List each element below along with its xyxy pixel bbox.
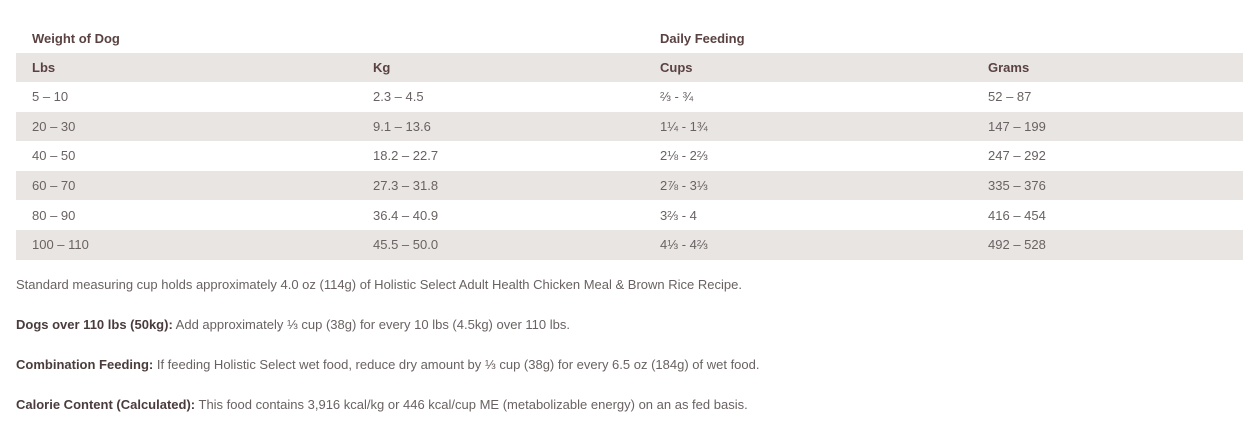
cell-lbs: 60 – 70 [16,170,357,201]
column-header-lbs: Lbs [16,53,357,82]
cell-kg: 27.3 – 31.8 [357,170,646,201]
cell-grams: 147 – 199 [973,111,1244,142]
column-header-row: Lbs Kg Cups Grams [16,53,1244,82]
note-label: Combination Feeding: [16,357,154,372]
note-label: Calorie Content (Calculated): [16,397,196,412]
cell-cups: ⅔ - ¾ [645,82,974,112]
table-row: 40 – 50 18.2 – 22.7 2⅛ - 2⅔ 247 – 292 [16,141,1244,171]
cell-kg: 9.1 – 13.6 [357,111,646,142]
note-text: If feeding Holistic Select wet food, red… [153,357,760,372]
calorie-content-note: Calorie Content (Calculated): This food … [16,396,1236,414]
cell-lbs: 5 – 10 [16,82,357,112]
cell-cups: 2⅛ - 2⅔ [645,141,974,171]
table-row: 5 – 10 2.3 – 4.5 ⅔ - ¾ 52 – 87 [16,82,1244,112]
cell-cups: 2⅞ - 3⅓ [645,170,974,201]
table-row: 80 – 90 36.4 – 40.9 3⅔ - 4 416 – 454 [16,200,1244,230]
cup-capacity-note: Standard measuring cup holds approximate… [16,277,742,292]
group-header-row: Weight of Dog Daily Feeding [16,24,1244,53]
cell-kg: 18.2 – 22.7 [357,141,646,171]
large-dog-note: Dogs over 110 lbs (50kg): Add approximat… [16,316,1236,334]
cell-lbs: 100 – 110 [16,229,357,260]
cell-kg: 2.3 – 4.5 [357,82,646,112]
column-header-cups: Cups [645,53,974,82]
cell-kg: 45.5 – 50.0 [357,229,646,260]
cell-lbs: 80 – 90 [16,200,357,230]
note-text: This food contains 3,916 kcal/kg or 446 … [195,397,748,412]
table-row: 60 – 70 27.3 – 31.8 2⅞ - 3⅓ 335 – 376 [16,170,1244,201]
cell-grams: 247 – 292 [973,141,1244,171]
table-row: 20 – 30 9.1 – 13.6 1¼ - 1¾ 147 – 199 [16,111,1244,142]
cell-grams: 335 – 376 [973,170,1244,201]
cell-grams: 416 – 454 [973,200,1244,230]
feeding-table: Weight of Dog Daily Feeding Lbs Kg Cups … [16,24,1244,260]
column-header-kg: Kg [357,53,646,82]
cell-cups: 1¼ - 1¾ [645,111,974,142]
cell-kg: 36.4 – 40.9 [357,200,646,230]
cell-cups: 4⅓ - 4⅔ [645,229,974,260]
combination-feeding-note: Combination Feeding: If feeding Holistic… [16,356,1236,374]
cell-grams: 52 – 87 [973,82,1244,112]
cell-lbs: 20 – 30 [16,111,357,142]
daily-feeding-heading: Daily Feeding [645,24,1244,53]
table-row: 100 – 110 45.5 – 50.0 4⅓ - 4⅔ 492 – 528 [16,229,1244,260]
cell-cups: 3⅔ - 4 [645,200,974,230]
cell-grams: 492 – 528 [973,229,1244,260]
cell-lbs: 40 – 50 [16,141,357,171]
note-text: Add approximately ⅓ cup (38g) for every … [172,317,570,332]
weight-of-dog-heading: Weight of Dog [16,24,646,53]
note-label: Dogs over 110 lbs (50kg): [16,317,173,332]
column-header-grams: Grams [973,53,1244,82]
feeding-notes: Standard measuring cup holds approximate… [16,276,1236,414]
